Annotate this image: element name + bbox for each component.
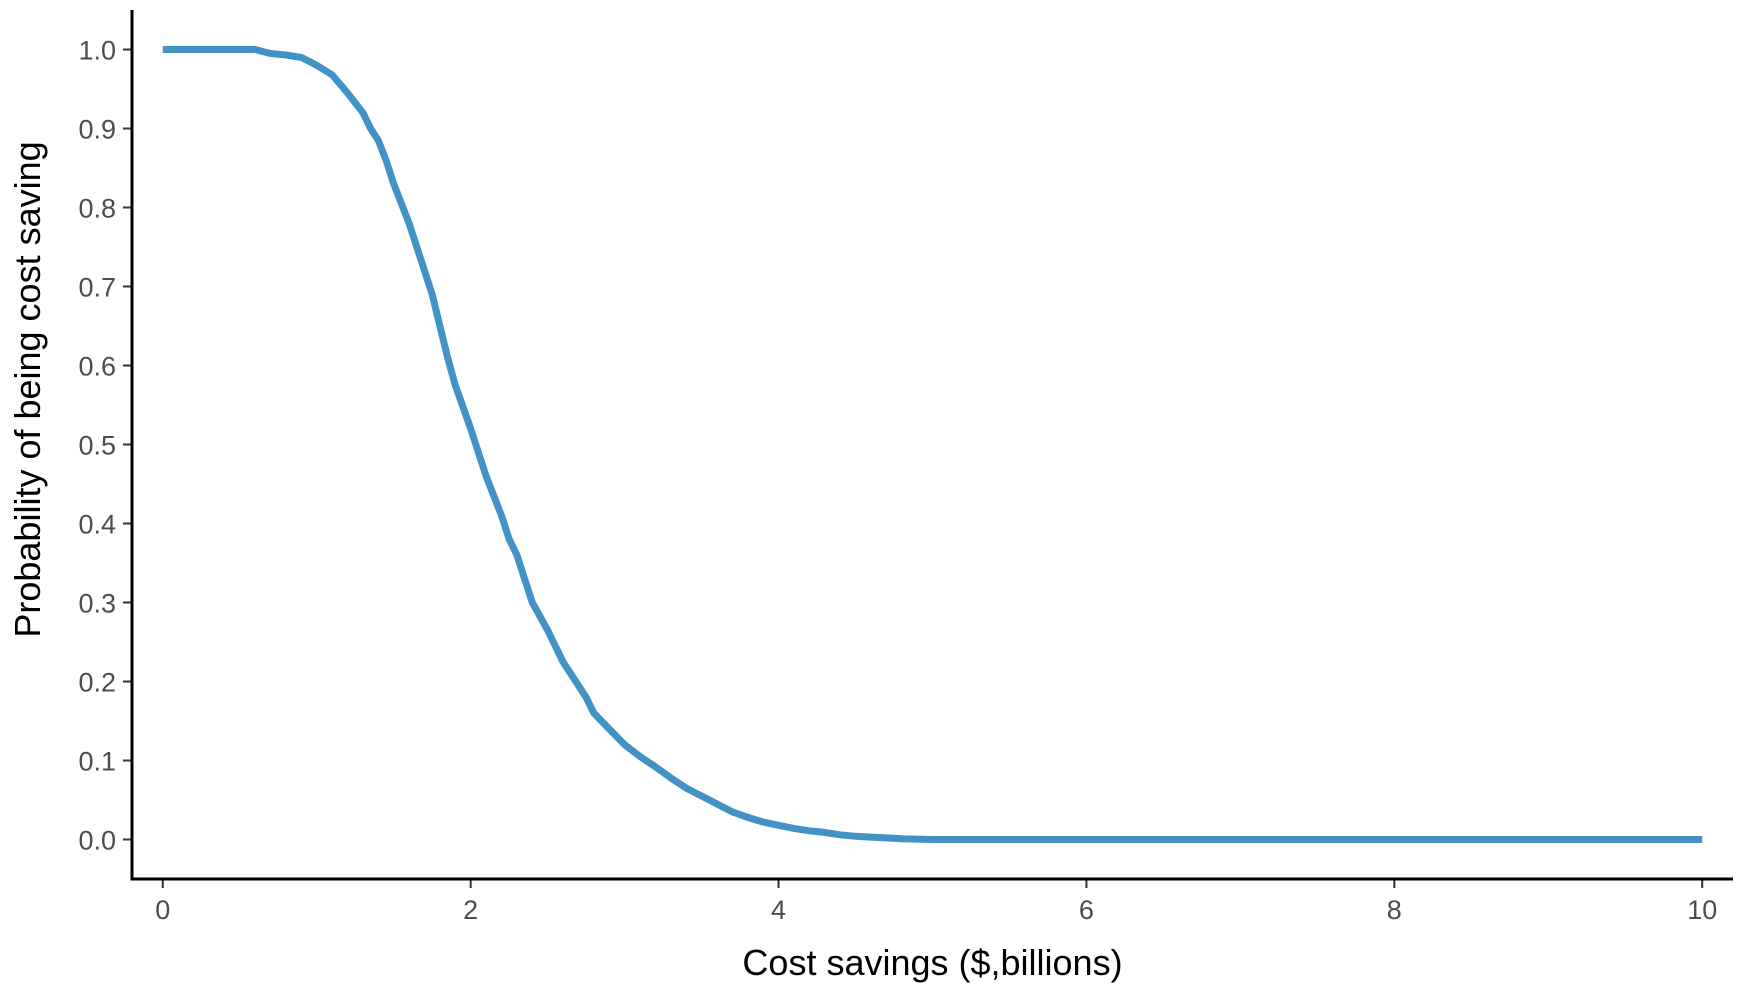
y-tick-label: 0.7 xyxy=(78,273,116,303)
x-tick-label: 6 xyxy=(1079,895,1094,925)
y-tick-label: 1.0 xyxy=(78,36,116,66)
y-tick-label: 0.4 xyxy=(78,510,116,540)
x-axis-ticks: 0 2 4 6 8 10 xyxy=(155,879,1717,925)
x-tick-label: 0 xyxy=(155,895,170,925)
y-tick-label: 0.5 xyxy=(78,431,116,461)
x-tick-label: 10 xyxy=(1687,895,1717,925)
y-axis-ticks: 0.0 0.1 0.2 0.3 0.4 0.5 0.6 0.7 0.8 0.9 1.0 xyxy=(78,36,132,856)
y-tick-label: 0.2 xyxy=(78,668,116,698)
y-tick-label: 0.1 xyxy=(78,747,116,777)
y-tick-label: 0.0 xyxy=(78,826,116,856)
series-line xyxy=(162,46,1703,843)
x-tick-label: 8 xyxy=(1387,895,1402,925)
x-tick-label: 2 xyxy=(463,895,478,925)
y-tick-label: 0.6 xyxy=(78,352,116,382)
y-axis-title: Probability of being cost saving xyxy=(7,141,48,637)
x-tick-label: 4 xyxy=(771,895,786,925)
y-tick-label: 0.8 xyxy=(78,194,116,224)
y-tick-label: 0.3 xyxy=(78,589,116,619)
y-tick-label: 0.9 xyxy=(78,115,116,145)
series-layer xyxy=(162,46,1703,843)
x-axis-title: Cost savings ($,billions) xyxy=(742,942,1122,983)
